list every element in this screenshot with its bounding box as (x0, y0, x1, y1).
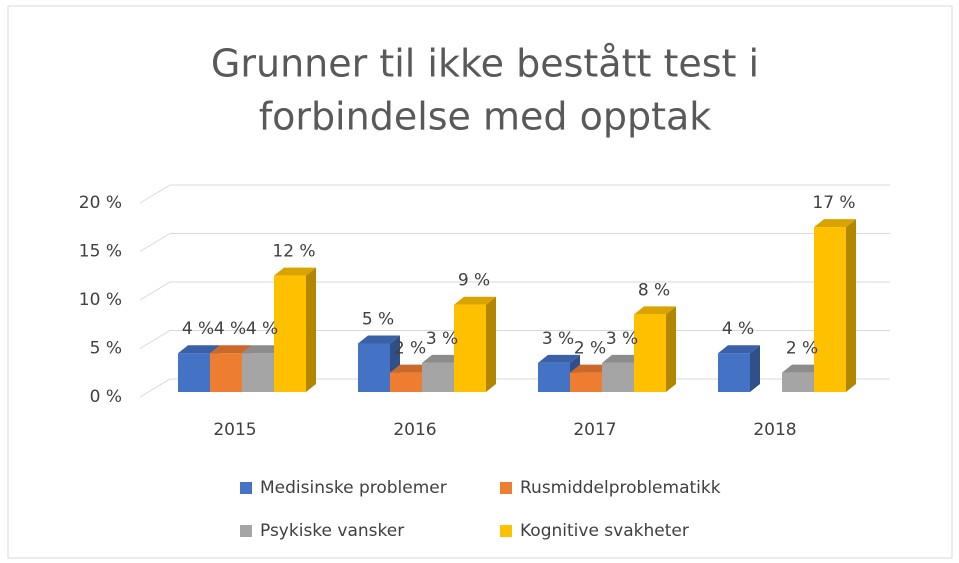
bar-top (814, 219, 856, 228)
data-label: 4 % (182, 319, 214, 339)
chart-title: forbindelse med opptak (259, 95, 712, 139)
x-tick-label: 2017 (573, 420, 616, 440)
bar-top (422, 354, 464, 363)
legend-label: Medisinske problemer (260, 478, 447, 498)
bar-top (274, 267, 316, 276)
bar-top (210, 345, 252, 354)
bar-front (358, 343, 390, 392)
bar (274, 267, 316, 392)
bar-front (814, 227, 846, 392)
bar-side (846, 219, 856, 392)
grid-line (139, 281, 890, 301)
data-label: 12 % (272, 242, 315, 262)
chart-title: Grunner til ikke bestått test i (211, 42, 759, 86)
bar-side (306, 267, 316, 392)
data-label: 4 % (246, 319, 278, 339)
x-tick-label: 2018 (753, 420, 796, 440)
bar-top (242, 345, 284, 354)
bar (814, 219, 856, 392)
x-tick-label: 2016 (393, 420, 436, 440)
y-tick-label: 15 % (79, 242, 122, 262)
bar-front (390, 372, 422, 392)
bar-front (274, 275, 306, 392)
y-tick-label: 5 % (90, 339, 122, 359)
bar-front (570, 372, 602, 392)
data-label: 3 % (606, 329, 638, 349)
bar-top (634, 306, 676, 315)
chart-border (7, 5, 953, 559)
bar-top (570, 364, 612, 373)
bar-front (178, 353, 210, 392)
bar-top (358, 335, 400, 344)
data-label: 5 % (362, 310, 394, 330)
bar-front (242, 353, 274, 392)
legend-label: Rusmiddelproblematikk (520, 478, 721, 498)
data-label: 2 % (786, 339, 818, 359)
legend-swatch (240, 525, 252, 537)
bar (718, 345, 760, 392)
bar-front (782, 372, 814, 392)
data-label: 3 % (426, 329, 458, 349)
y-tick-label: 0 % (90, 387, 122, 407)
bar-front (718, 353, 750, 392)
bar-top (782, 364, 824, 373)
bar-top (538, 354, 580, 363)
bar-side (666, 306, 676, 392)
grid-line (139, 233, 890, 252)
bar-top (390, 364, 432, 373)
bar-side (486, 296, 496, 392)
x-tick-label: 2015 (213, 420, 256, 440)
data-label: 8 % (638, 280, 670, 300)
data-label: 4 % (214, 319, 246, 339)
legend-label: Psykiske vansker (260, 521, 404, 541)
legend-swatch (240, 482, 252, 494)
bar-front (210, 353, 242, 392)
data-label: 9 % (458, 271, 490, 291)
bar-top (178, 345, 220, 354)
data-label: 17 % (812, 193, 855, 213)
data-label: 4 % (722, 319, 754, 339)
legend-swatch (500, 482, 512, 494)
bar (634, 306, 676, 392)
y-tick-label: 20 % (79, 193, 122, 213)
bar-front (538, 362, 570, 392)
bar (358, 335, 400, 392)
grid-line (139, 184, 890, 204)
data-label: 2 % (574, 339, 606, 359)
bar-front (454, 304, 486, 392)
bar-top (718, 345, 760, 354)
bar-side (750, 345, 760, 392)
bar-front (422, 362, 454, 392)
bar-front (634, 314, 666, 392)
y-tick-label: 10 % (79, 290, 122, 310)
bar (454, 296, 496, 392)
bar-top (602, 354, 644, 363)
data-label: 3 % (542, 329, 574, 349)
bar-top (454, 296, 496, 305)
legend-swatch (500, 525, 512, 537)
data-label: 2 % (394, 339, 426, 359)
legend-label: Kognitive svakheter (520, 521, 689, 541)
bar-front (602, 362, 634, 392)
